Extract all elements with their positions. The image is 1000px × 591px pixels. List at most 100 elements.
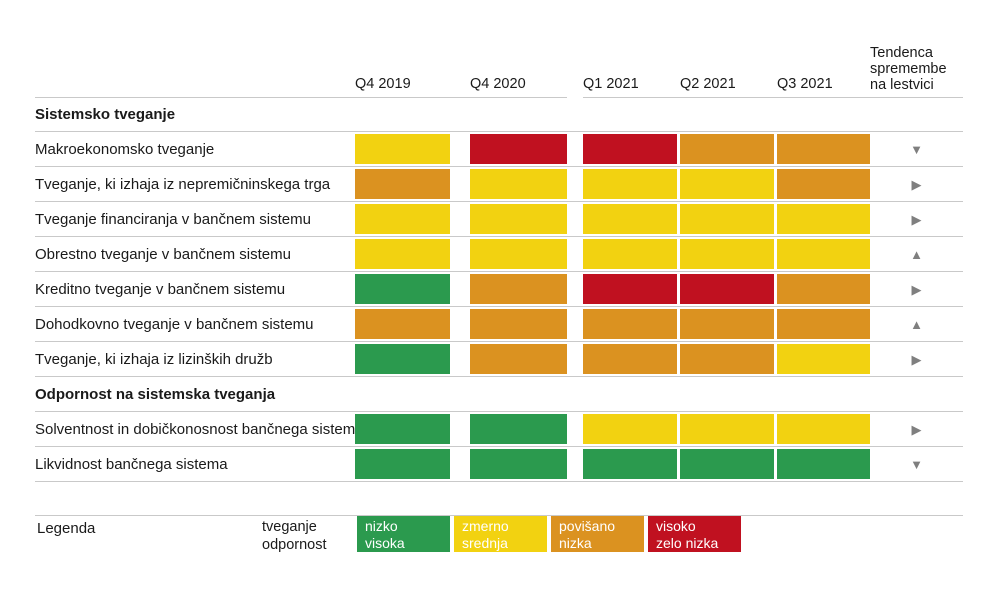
legend-item-red: visoko zelo nizka (648, 516, 741, 552)
risk-cell-orange (680, 344, 774, 374)
header-underline-left (35, 97, 567, 98)
row-label: Likvidnost bančnega sistema (35, 455, 228, 473)
legend-item-orange: povišano nizka (551, 516, 644, 552)
risk-cell-orange (680, 134, 774, 164)
table-row: Solventnost in dobičkonosnost bančnega s… (35, 412, 963, 447)
risk-cell-orange (680, 309, 774, 339)
risk-cell-yellow (680, 414, 774, 444)
legend-scale: nizko visoka zmerno srednja povišano nizka vis… (357, 516, 741, 552)
table-row: Makroekonomsko tveganje ▼ (35, 132, 963, 167)
legend-item-label: povišano (559, 518, 616, 534)
trend-down-arrow-icon: ▼ (910, 141, 923, 157)
trend-cell: ▼ (870, 132, 963, 166)
risk-cell-yellow (355, 134, 450, 164)
column-header-q2-2021: Q2 2021 (680, 76, 736, 92)
risk-cell-yellow (777, 414, 870, 444)
header-underline-right (583, 97, 963, 98)
legend-item-label: zmerno (462, 518, 509, 534)
column-header-trend-line: Tendenca (870, 45, 933, 61)
risk-cell-orange (470, 274, 567, 304)
risk-cell-red (470, 134, 567, 164)
trend-right-arrow-icon: ▶ (911, 421, 922, 437)
table-row: Tveganje, ki izhaja iz nepremičninskega … (35, 167, 963, 202)
row-label: Tveganje, ki izhaja iz nepremičninskega … (35, 175, 331, 193)
risk-cell-yellow (680, 204, 774, 234)
legend-category-labels: tveganje odpornost (262, 518, 327, 554)
section-title: Odpornost na sistemska tveganja (35, 385, 276, 403)
legend-item-label: nizka (559, 535, 592, 551)
risk-cell-orange (777, 309, 870, 339)
table-row: Dohodkovno tveganje v bančnem sistemu ▲ (35, 307, 963, 342)
trend-cell: ▶ (870, 202, 963, 236)
risk-cell-orange (777, 169, 870, 199)
row-label: Makroekonomsko tveganje (35, 140, 215, 158)
section-header-row: Odpornost na sistemska tveganja (35, 377, 963, 412)
row-label: Kreditno tveganje v bančnem sistemu (35, 280, 286, 298)
trend-up-arrow-icon: ▲ (910, 246, 923, 262)
row-label: Obrestno tveganje v bančnem sistemu (35, 245, 291, 263)
risk-cell-yellow (777, 344, 870, 374)
legend-item-label: visoka (365, 535, 405, 551)
risk-cell-orange (470, 309, 567, 339)
legend-category-risk: tveganje (262, 519, 317, 535)
risk-cell-yellow (777, 239, 870, 269)
trend-cell: ▲ (870, 307, 963, 341)
risk-cell-yellow (470, 169, 567, 199)
risk-cell-orange (583, 344, 677, 374)
table-row: Likvidnost bančnega sistema ▼ (35, 447, 963, 482)
legend-title: Legenda (37, 520, 96, 537)
legend-item-label: srednja (462, 535, 508, 551)
risk-cell-orange (583, 309, 677, 339)
trend-cell: ▶ (870, 342, 963, 376)
risk-cell-red (583, 274, 677, 304)
row-label: Tveganje financiranja v bančnem sistemu (35, 210, 311, 228)
section-title: Sistemsko tveganje (35, 105, 176, 123)
trend-down-arrow-icon: ▼ (910, 456, 923, 472)
column-header-q3-2021: Q3 2021 (777, 76, 833, 92)
risk-cell-green (355, 449, 450, 479)
trend-right-arrow-icon: ▶ (911, 176, 922, 192)
legend-category-resilience: odpornost (262, 537, 327, 553)
risk-cell-green (680, 449, 774, 479)
table-row: Tveganje, ki izhaja iz lizinških družb ▶ (35, 342, 963, 377)
risk-cell-yellow (583, 204, 677, 234)
risk-cell-yellow (355, 204, 450, 234)
risk-cell-green (583, 449, 677, 479)
column-header-trend: Tendenca spremembe na lestvici (870, 45, 965, 93)
risk-cell-orange (470, 344, 567, 374)
trend-right-arrow-icon: ▶ (911, 211, 922, 227)
column-header-q1-2021: Q1 2021 (583, 76, 639, 92)
legend-divider (35, 515, 963, 516)
row-label: Solventnost in dobičkonosnost bančnega s… (35, 420, 364, 438)
table-row: Tveganje financiranja v bančnem sistemu ▶ (35, 202, 963, 237)
risk-cell-yellow (583, 169, 677, 199)
legend-item-green: nizko visoka (357, 516, 450, 552)
risk-cell-red (680, 274, 774, 304)
trend-right-arrow-icon: ▶ (911, 281, 922, 297)
column-header-q4-2020: Q4 2020 (470, 76, 526, 92)
risk-cell-yellow (583, 239, 677, 269)
trend-cell: ▶ (870, 167, 963, 201)
risk-cell-red (583, 134, 677, 164)
risk-cell-yellow (470, 204, 567, 234)
risk-cell-yellow (583, 414, 677, 444)
trend-cell: ▶ (870, 412, 963, 446)
legend-item-yellow: zmerno srednja (454, 516, 547, 552)
row-label: Dohodkovno tveganje v bančnem sistemu (35, 315, 314, 333)
trend-cell: ▼ (870, 447, 963, 481)
legend-item-label: visoko (656, 518, 696, 534)
legend-item-label: zelo nizka (656, 535, 719, 551)
column-header-q4-2019: Q4 2019 (355, 76, 411, 92)
trend-cell: ▶ (870, 272, 963, 306)
risk-cell-orange (355, 169, 450, 199)
risk-cell-yellow (777, 204, 870, 234)
risk-cell-yellow (355, 239, 450, 269)
section-header-row: Sistemsko tveganje (35, 97, 963, 132)
trend-cell: ▲ (870, 237, 963, 271)
legend-item-label: nizko (365, 518, 398, 534)
table-row: Obrestno tveganje v bančnem sistemu ▲ (35, 237, 963, 272)
risk-cell-orange (777, 274, 870, 304)
table-row: Kreditno tveganje v bančnem sistemu ▶ (35, 272, 963, 307)
risk-cell-green (355, 344, 450, 374)
